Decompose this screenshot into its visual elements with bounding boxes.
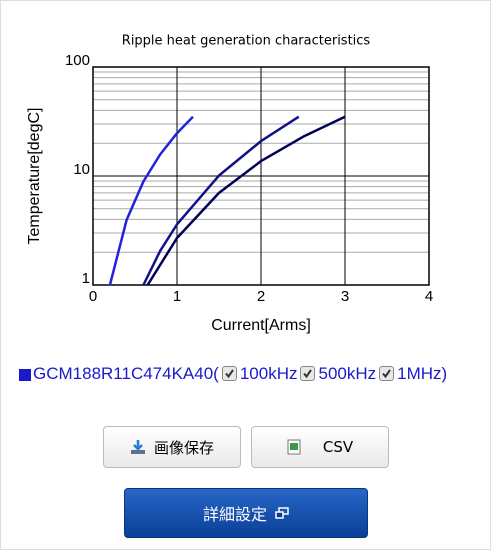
y-tick-label: 100: [65, 52, 90, 69]
x-tick-label: 0: [89, 288, 97, 305]
legend-label: 500kHz: [318, 364, 377, 383]
legend-item[interactable]: 100kHz: [219, 364, 298, 383]
checkbox[interactable]: [300, 366, 316, 381]
legend-swatch: [19, 369, 31, 381]
legend: GCM188R11C474KA40( 100kHz 500kHz 1MHz): [19, 363, 479, 385]
legend-label: 1MHz: [397, 364, 442, 383]
external-icon: [275, 507, 289, 519]
x-tick-label: 1: [173, 288, 181, 305]
legend-close: ): [441, 364, 448, 383]
y-tick-label: 1: [82, 270, 90, 287]
y-tick-label: 10: [73, 161, 90, 178]
x-tick-label: 2: [257, 288, 265, 305]
plot-frame: [92, 66, 430, 286]
checkbox[interactable]: [379, 366, 395, 381]
chart: Ripple heat generation characteristics T…: [26, 34, 433, 335]
button-label: 画像保存: [153, 438, 214, 457]
legend-item[interactable]: 500kHz: [297, 364, 376, 383]
series-line: [142, 115, 300, 286]
legend-label: 100kHz: [239, 364, 298, 383]
legend-part: GCM188R11C474KA40(: [33, 364, 219, 383]
settings-button[interactable]: 詳細設定: [124, 488, 368, 538]
x-axis-label: Current[Arms]: [211, 317, 311, 334]
series-line: [146, 115, 346, 286]
series-line: [108, 115, 194, 286]
x-tick-label: 4: [425, 288, 433, 305]
checkbox[interactable]: [221, 366, 237, 381]
csv-button[interactable]: CSV: [251, 426, 389, 468]
chart-title: Ripple heat generation characteristics: [122, 34, 371, 49]
button-label: 詳細設定: [202, 505, 267, 524]
x-tick-label: 3: [341, 288, 349, 305]
button-label: CSV: [322, 438, 354, 456]
save-icon: [130, 440, 145, 454]
csv-icon: [287, 439, 301, 455]
legend-item[interactable]: 1MHz: [376, 364, 442, 383]
y-axis-label: Temperature[degC]: [26, 108, 43, 245]
save-image-button[interactable]: 画像保存: [103, 426, 241, 468]
